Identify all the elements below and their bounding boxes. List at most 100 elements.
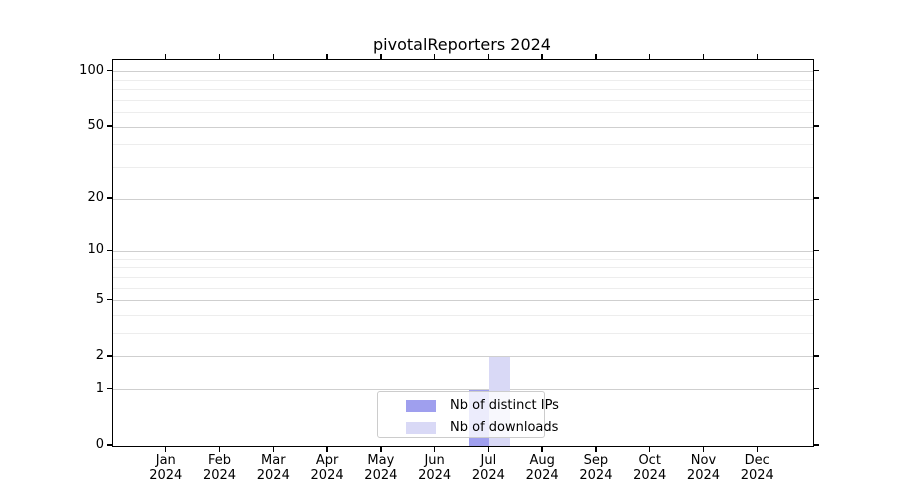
- x-tick-year: 2024: [149, 468, 183, 483]
- y-tick: [107, 355, 112, 357]
- x-tick-year: 2024: [633, 468, 667, 483]
- x-tick: [272, 447, 274, 452]
- grid-minor-line: [113, 276, 813, 278]
- grid-minor-line: [113, 314, 813, 316]
- grid-minor-line: [113, 99, 813, 101]
- y-tick-label: 100: [79, 62, 104, 78]
- y-tick-right: [814, 388, 819, 390]
- x-tick: [756, 447, 758, 452]
- x-tick-month: Feb: [208, 453, 232, 468]
- x-tick-month: Apr: [315, 453, 339, 468]
- x-tick-label: Oct 2024: [619, 453, 681, 483]
- y-tick-label: 20: [87, 190, 104, 205]
- grid-major-line: [113, 71, 813, 73]
- x-tick-year: 2024: [418, 468, 452, 483]
- x-tick-label: Feb 2024: [189, 453, 251, 483]
- x-tick-month: Dec: [744, 453, 770, 468]
- x-tick-top: [433, 54, 436, 59]
- grid-minor-line: [113, 166, 813, 168]
- plot-area: [112, 59, 814, 447]
- x-tick-month: May: [367, 453, 395, 468]
- y-tick-label: 50: [87, 118, 104, 134]
- grid-minor-line: [113, 111, 813, 113]
- x-tick: [433, 447, 436, 452]
- legend-swatch: [406, 400, 436, 412]
- grid-minor-line: [113, 79, 813, 81]
- x-tick-label: Nov 2024: [672, 453, 734, 483]
- y-tick: [107, 125, 112, 127]
- x-tick-label: Jan 2024: [135, 453, 197, 483]
- x-tick-label: Jul 2024: [457, 453, 519, 483]
- x-tick-year: 2024: [686, 468, 721, 483]
- x-tick-year: 2024: [256, 468, 290, 483]
- grid-minor-line: [113, 267, 813, 269]
- grid-major-line: [113, 300, 813, 302]
- grid-minor-line: [113, 258, 813, 260]
- x-tick-top: [487, 54, 490, 59]
- x-tick-label: Aug 2024: [511, 453, 573, 483]
- x-tick-label: Apr 2024: [296, 453, 358, 483]
- x-tick-month: Jan: [155, 453, 176, 468]
- x-tick: [541, 447, 543, 452]
- x-tick-month: Mar: [261, 453, 286, 468]
- x-tick-label: Dec 2024: [726, 453, 788, 483]
- y-tick-right: [814, 444, 819, 446]
- x-tick-top: [380, 54, 382, 59]
- x-tick-month: Nov: [690, 453, 717, 468]
- x-tick: [487, 447, 490, 452]
- y-tick-label: 0: [95, 437, 104, 452]
- x-tick-year: 2024: [310, 468, 344, 483]
- x-tick-year: 2024: [740, 468, 774, 483]
- x-tick: [595, 447, 597, 452]
- grid-minor-line: [113, 88, 813, 90]
- x-tick-year: 2024: [202, 468, 237, 483]
- x-tick-top: [649, 54, 651, 59]
- x-tick-top: [218, 54, 221, 59]
- y-tick: [107, 298, 112, 301]
- x-tick-top: [702, 54, 705, 59]
- x-tick-label: Jun 2024: [404, 453, 466, 483]
- x-tick-year: 2024: [471, 468, 505, 483]
- x-tick-month: Jul: [480, 453, 497, 468]
- x-tick-top: [272, 54, 274, 59]
- legend: Nb of distinct IPs Nb of downloads: [377, 391, 559, 438]
- y-tick-right: [814, 69, 819, 72]
- y-tick: [107, 249, 112, 252]
- x-tick-top: [756, 54, 758, 59]
- x-tick: [165, 447, 167, 452]
- x-tick-month: Jun: [424, 453, 445, 468]
- grid-minor-line: [113, 144, 813, 146]
- x-tick-month: Oct: [638, 453, 661, 468]
- x-tick-year: 2024: [579, 468, 613, 483]
- grid-minor-line: [113, 333, 813, 335]
- y-tick: [107, 197, 112, 199]
- grid-major-line: [113, 250, 813, 252]
- y-tick-right: [814, 298, 819, 301]
- x-tick: [380, 447, 382, 452]
- x-tick-top: [326, 54, 328, 59]
- x-tick-top: [541, 54, 543, 59]
- grid-major-line: [113, 198, 813, 200]
- x-tick-top: [165, 54, 167, 59]
- x-tick: [702, 447, 705, 452]
- x-tick: [218, 447, 221, 452]
- y-tick-right: [814, 355, 819, 357]
- legend-label: Nb of distinct IPs: [450, 398, 559, 413]
- grid-major-line: [113, 356, 813, 358]
- grid-minor-line: [113, 287, 813, 289]
- y-tick-right: [814, 197, 819, 199]
- y-tick: [107, 388, 112, 390]
- y-tick-label: 1: [95, 380, 104, 396]
- y-tick-label: 5: [95, 291, 104, 307]
- x-tick-year: 2024: [364, 468, 398, 483]
- x-tick: [326, 447, 328, 452]
- legend-swatch: [406, 422, 436, 434]
- y-tick-right: [814, 125, 819, 127]
- x-tick-year: 2024: [525, 468, 559, 483]
- x-tick-label: Sep 2024: [565, 453, 627, 483]
- x-tick-label: Mar 2024: [242, 453, 304, 483]
- legend-item: Nb of distinct IPs: [378, 395, 559, 417]
- grid-major-line: [113, 389, 813, 391]
- y-tick-right: [814, 249, 819, 252]
